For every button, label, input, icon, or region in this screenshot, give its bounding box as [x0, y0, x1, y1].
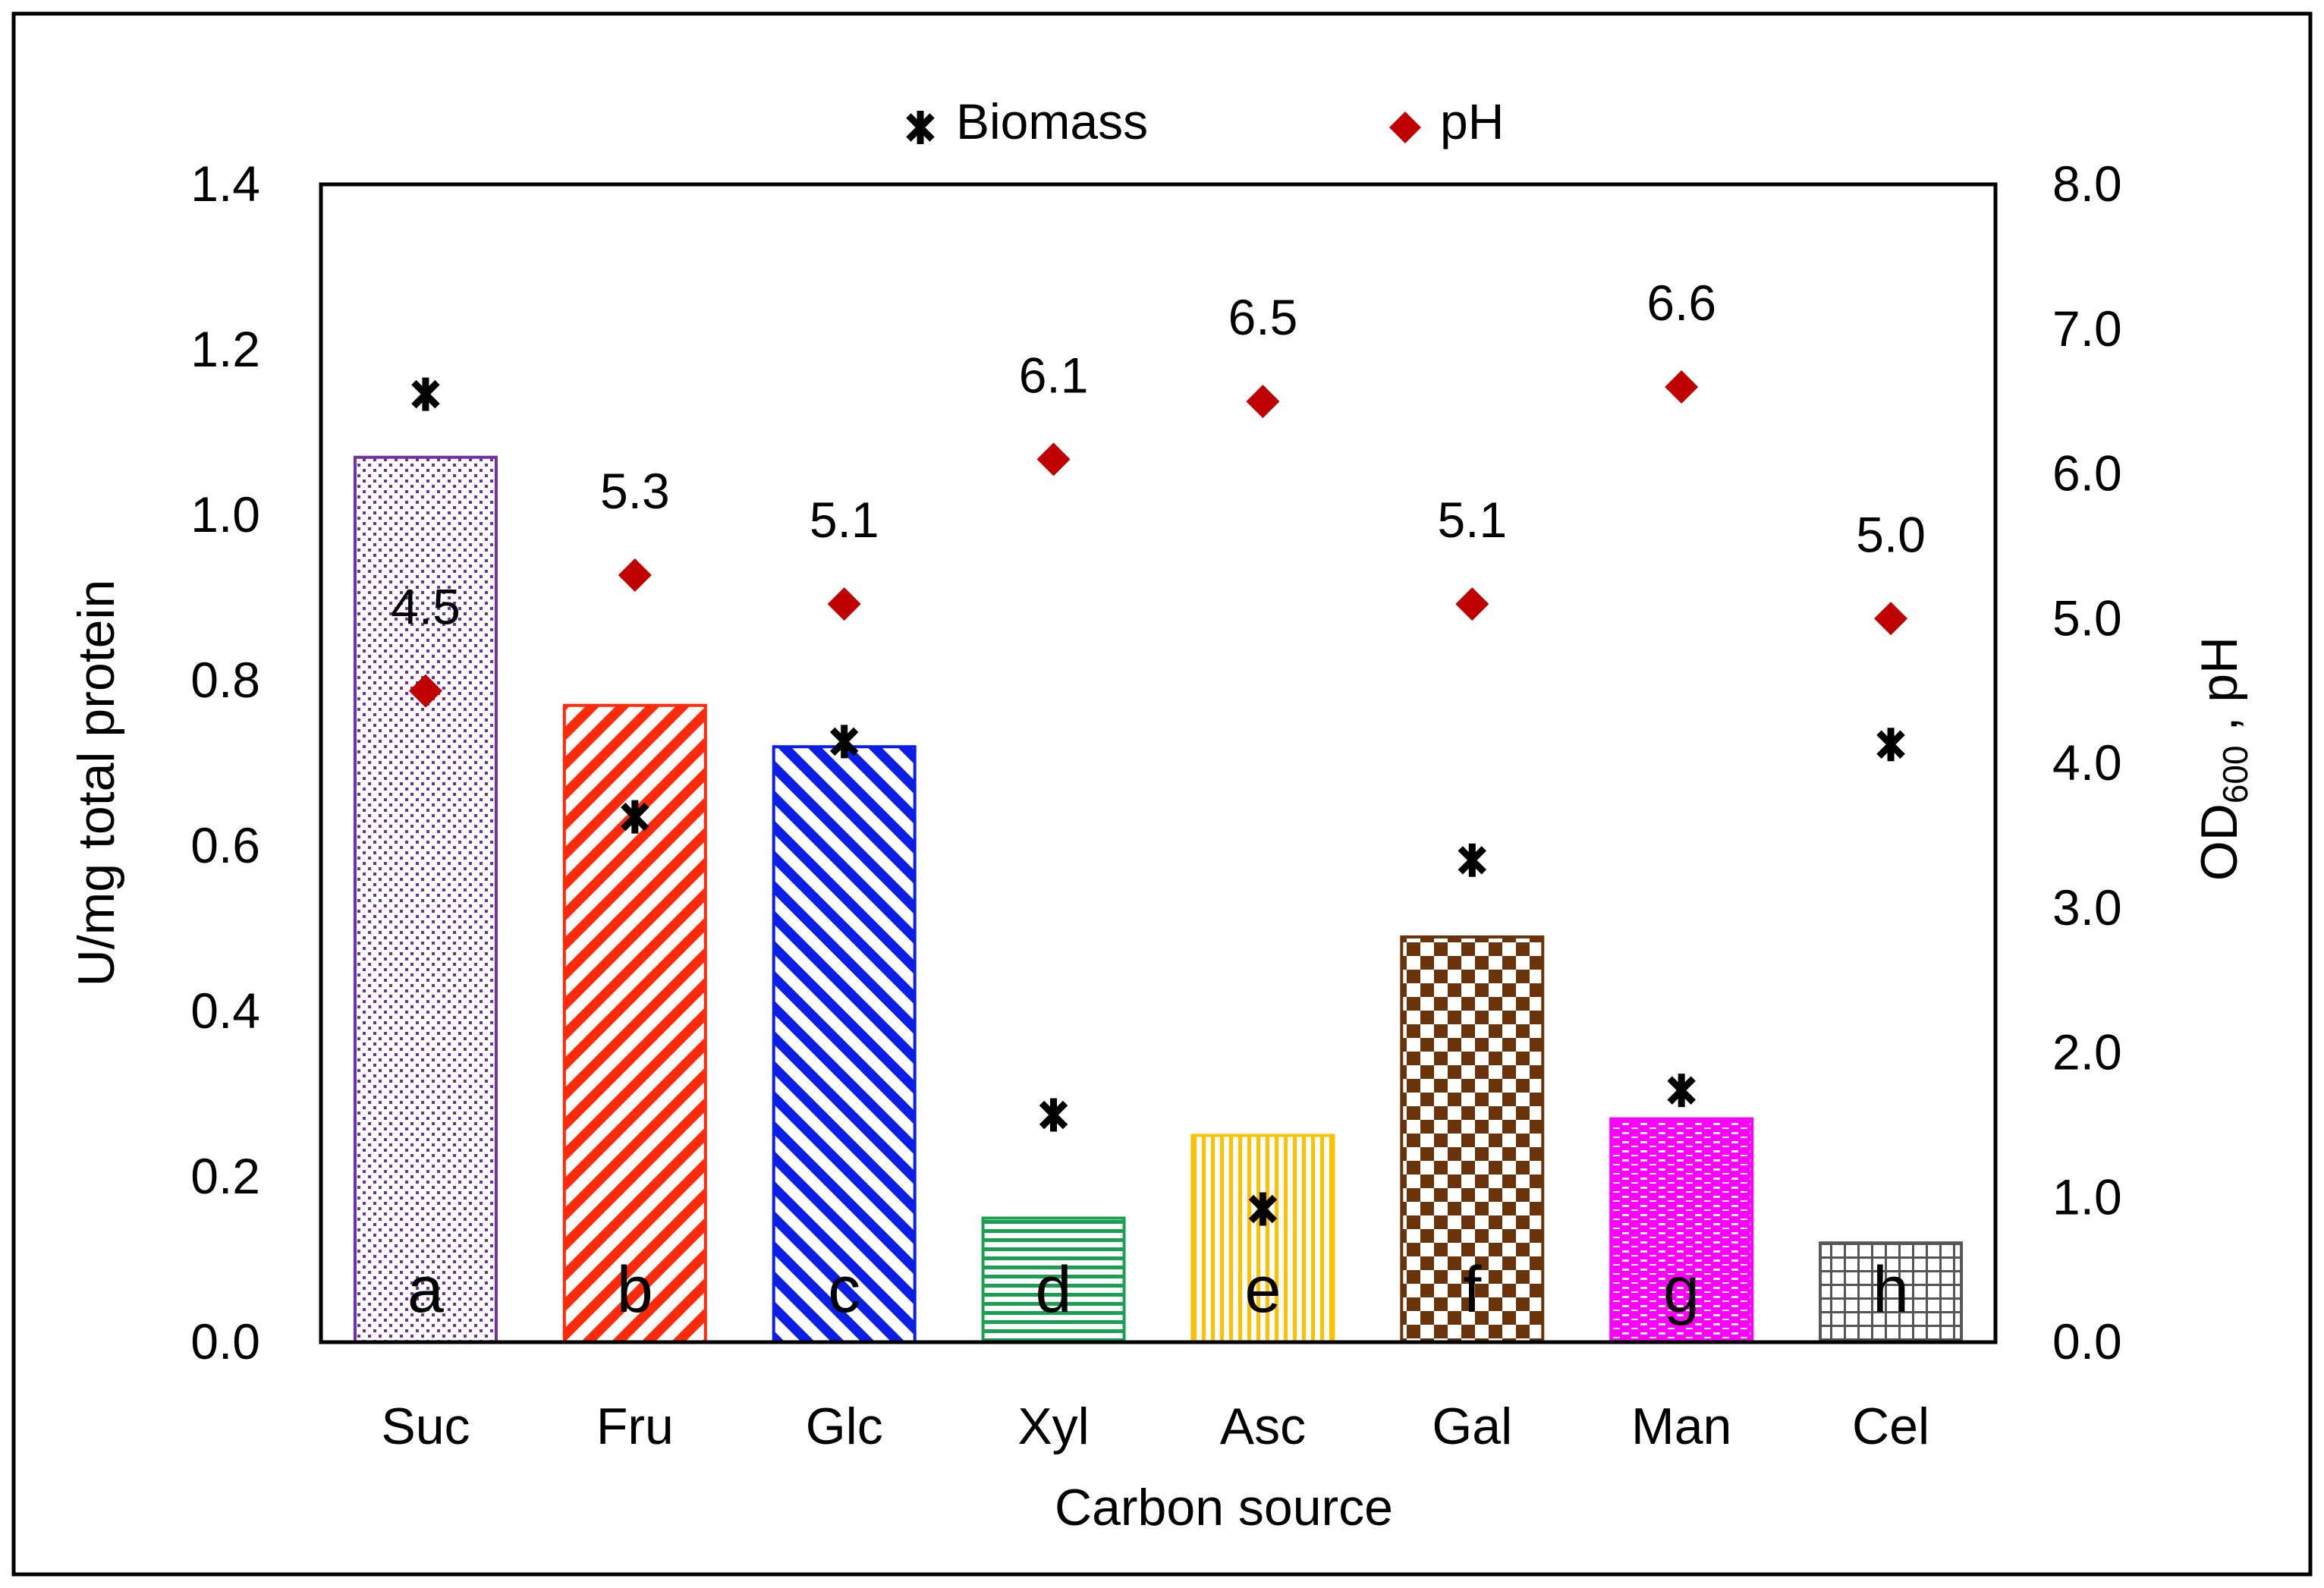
left-axis-tick-label: 0.0: [190, 1313, 260, 1369]
plot-area-frame: [319, 182, 1998, 1344]
right-axis-title: OD600 , pH: [2190, 637, 2255, 881]
bar-cel: [1819, 1241, 1964, 1344]
biomass-marker-asc: [1248, 1192, 1278, 1226]
x-axis-title: Carbon source: [1055, 1479, 1393, 1536]
left-axis-tick-label: 0.2: [190, 1148, 260, 1204]
x-axis-tick-label-fru: Fru: [596, 1398, 674, 1455]
bar-letter-b: b: [617, 1253, 653, 1326]
legend-biomass-label: Biomass: [956, 93, 1148, 149]
x-axis-tick-label-glc: Glc: [806, 1398, 883, 1455]
ph-marker-group: [408, 370, 1908, 708]
ph-label-xyl: 6.1: [1019, 347, 1089, 403]
biomass-marker-glc: [829, 725, 859, 759]
ph-label-group: 4.5 5.3 5.1 6.1 6.5 5.1 6.6 5.0: [391, 275, 1926, 635]
left-axis-tick-label: 0.6: [190, 817, 260, 873]
left-axis-tick-label: 1.0: [190, 486, 260, 542]
right-axis-tick-label: 8.0: [2052, 156, 2122, 212]
ph-marker-gal: [1455, 587, 1489, 621]
bar-letter-f: f: [1463, 1253, 1482, 1326]
ph-label-glc: 5.1: [810, 492, 879, 548]
bar-letter-d: d: [1036, 1253, 1072, 1326]
legend-ph-marker: [1389, 112, 1421, 143]
right-axis-tick-label: 5.0: [2052, 590, 2122, 646]
bar-xyl: [981, 1216, 1126, 1344]
ph-label-asc: 6.5: [1228, 289, 1298, 345]
bar-letter-c: c: [828, 1253, 860, 1326]
bar-letter-h: h: [1873, 1253, 1909, 1326]
right-axis-title-main: OD: [2190, 803, 2248, 881]
bar-letter-e: e: [1245, 1253, 1282, 1326]
biomass-marker-fru: [621, 800, 649, 834]
x-axis-tick-label-cel: Cel: [1852, 1398, 1929, 1455]
biomass-marker-group: [411, 377, 1905, 1226]
ph-marker-asc: [1246, 385, 1280, 419]
ph-label-gal: 5.1: [1437, 492, 1507, 548]
left-axis-tick-label: 0.4: [190, 983, 260, 1039]
left-axis-title: U/mg total protein: [68, 580, 125, 987]
ph-label-cel: 5.0: [1856, 506, 1926, 562]
bar-group: [353, 455, 1964, 1344]
ph-marker-glc: [827, 587, 861, 621]
right-axis-tick-label: 7.0: [2052, 300, 2122, 357]
left-axis-ticks: 0.0 0.2 0.4 0.6 0.8 1.0 1.2 1.4: [190, 156, 260, 1369]
x-axis-ticks: Suc Fru Glc Xyl Asc Gal Man Cel: [381, 1398, 1929, 1455]
ph-label-suc: 4.5: [391, 579, 461, 635]
bar-suc: [353, 455, 498, 1344]
right-axis-tick-label: 3.0: [2052, 879, 2122, 936]
ph-marker-man: [1665, 370, 1699, 404]
right-axis-tick-label: 1.0: [2052, 1168, 2122, 1225]
x-axis-tick-label-xyl: Xyl: [1017, 1398, 1089, 1455]
bar-letter-group: a b c d e f g h: [407, 1253, 1909, 1326]
right-axis-tick-label: 4.0: [2052, 734, 2122, 791]
biomass-marker-man: [1667, 1074, 1696, 1108]
right-axis-title-tail: , pH: [2190, 637, 2248, 746]
right-axis-ticks: 0.0 1.0 2.0 3.0 4.0 5.0 6.0 7.0 8.0: [2052, 156, 2122, 1369]
right-axis-tick-label: 6.0: [2052, 445, 2122, 502]
x-axis-tick-label-man: Man: [1631, 1398, 1731, 1455]
legend-ph-label: pH: [1440, 93, 1504, 149]
ph-marker-cel: [1874, 602, 1908, 636]
ph-marker-xyl: [1036, 442, 1071, 476]
biomass-marker-xyl: [1039, 1098, 1068, 1132]
x-axis-tick-label-gal: Gal: [1432, 1398, 1512, 1455]
bar-glc: [772, 745, 917, 1344]
bar-letter-a: a: [407, 1253, 444, 1326]
left-axis-tick-label: 1.4: [190, 156, 260, 212]
ph-label-fru: 5.3: [600, 463, 670, 519]
biomass-marker-gal: [1458, 843, 1487, 877]
right-axis-title-subscript: 600: [2216, 745, 2255, 803]
left-axis-tick-label: 1.2: [190, 321, 260, 377]
x-axis-tick-label-asc: Asc: [1220, 1398, 1306, 1455]
right-axis-tick-label: 2.0: [2052, 1024, 2122, 1080]
ph-marker-suc: [408, 674, 442, 708]
legend-biomass-marker: [906, 111, 935, 144]
legend-biomass-star: [906, 111, 935, 144]
biomass-marker-cel: [1876, 728, 1905, 762]
biomass-marker-suc: [411, 377, 440, 411]
right-axis-tick-label: 0.0: [2052, 1313, 2122, 1369]
ph-marker-fru: [618, 558, 652, 593]
legend: Biomass pH: [906, 93, 1504, 149]
left-axis-tick-label: 0.8: [190, 652, 260, 708]
x-axis-tick-label-suc: Suc: [381, 1398, 470, 1455]
ph-label-man: 6.6: [1646, 275, 1716, 331]
bar-letter-g: g: [1663, 1253, 1700, 1326]
